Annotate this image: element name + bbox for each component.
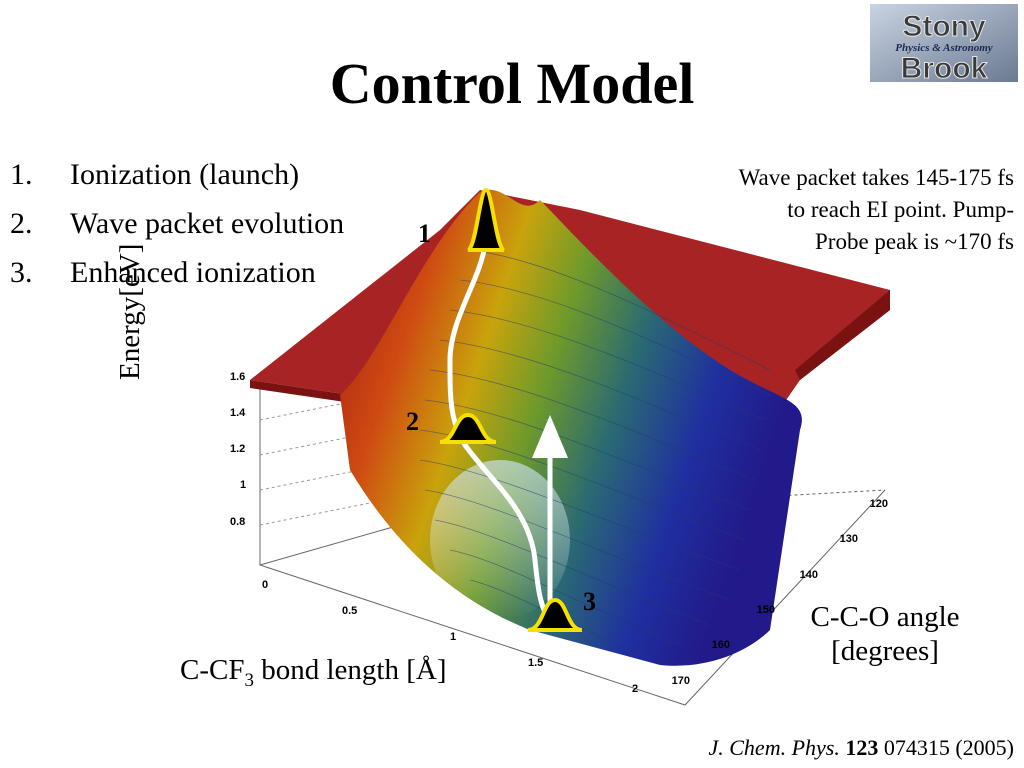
x-ticks: 0 0.5 1 1.5 2 bbox=[262, 579, 638, 695]
z-tick-label: 130 bbox=[840, 533, 858, 545]
y-tick-label: 1 bbox=[240, 479, 246, 491]
list-text: Enhanced ionization bbox=[70, 256, 316, 289]
arrow-up-icon bbox=[532, 415, 568, 458]
y-tick-label: 1.6 bbox=[230, 371, 245, 383]
note-line: to reach EI point. Pump- bbox=[787, 197, 1014, 222]
list-item: 3. Enhanced ionization bbox=[10, 248, 344, 297]
z-tick-label: 120 bbox=[870, 498, 888, 510]
note-line: Wave packet takes 145-175 fs bbox=[738, 165, 1014, 190]
y-tick-label: 1.2 bbox=[230, 443, 245, 455]
marker-1: 1 bbox=[418, 219, 431, 248]
y-tick-label: 0.8 bbox=[230, 516, 245, 528]
y-axis-label: Energy[eV] bbox=[114, 243, 146, 380]
z-tick-label: 170 bbox=[672, 675, 690, 687]
x-tick-label: 0 bbox=[262, 579, 268, 591]
x-axis-label: C-CF3 bond length [Å] bbox=[180, 654, 447, 691]
wave-packet-2 bbox=[439, 412, 497, 444]
logo-stony-text: Stony bbox=[902, 10, 986, 43]
list-number: 1. bbox=[10, 158, 33, 191]
z-tick-label: 160 bbox=[712, 639, 730, 651]
y-ticks: 1.6 1.4 1.2 1 0.8 bbox=[230, 371, 246, 528]
wave-packet-path bbox=[447, 244, 558, 632]
list-number: 2. bbox=[10, 207, 33, 240]
logo-subtitle-text: Physics & Astronomy bbox=[895, 42, 992, 54]
stony-brook-logo: Stony Physics & Astronomy Brook bbox=[870, 4, 1018, 82]
y-tick-label: 1.4 bbox=[230, 407, 246, 419]
marker-2: 2 bbox=[406, 407, 419, 436]
note-line: Probe peak is ~170 fs bbox=[815, 229, 1014, 254]
wave-packet-3 bbox=[527, 597, 583, 632]
potential-energy-surface: 1 2 3 1.6 1.4 1.2 1 0.8 0 0.5 1 1.5 2 12… bbox=[230, 187, 890, 706]
list-text: Wave packet evolution bbox=[70, 207, 345, 240]
x-tick-label: 0.5 bbox=[342, 605, 357, 617]
z-ticks: 120 130 140 150 160 170 bbox=[672, 498, 888, 687]
list-item: 1. Ionization (launch) bbox=[10, 150, 344, 199]
numbered-list: 1. Ionization (launch) 2. Wave packet evol… bbox=[10, 150, 344, 297]
list-item: 2. Wave packet evolution bbox=[10, 199, 344, 248]
x-tick-label: 1 bbox=[450, 631, 456, 643]
timing-note: Wave packet takes 145-175 fs to reach EI… bbox=[654, 162, 1014, 258]
list-text: Ionization (launch) bbox=[70, 158, 300, 191]
z-tick-label: 140 bbox=[800, 569, 818, 581]
x-tick-label: 1.5 bbox=[528, 657, 543, 669]
list-number: 3. bbox=[10, 256, 33, 289]
x-tick-label: 2 bbox=[632, 683, 638, 695]
marker-3: 3 bbox=[583, 587, 596, 616]
citation: J. Chem. Phys. 123 074315 (2005) bbox=[708, 735, 1014, 760]
z-axis-label: C-C-O angle [degrees] bbox=[810, 601, 960, 667]
slide-title: Control Model bbox=[329, 51, 695, 116]
wave-packet-1 bbox=[466, 187, 506, 252]
z-tick-label: 150 bbox=[757, 604, 775, 616]
logo-brook-text: Brook bbox=[901, 52, 988, 82]
